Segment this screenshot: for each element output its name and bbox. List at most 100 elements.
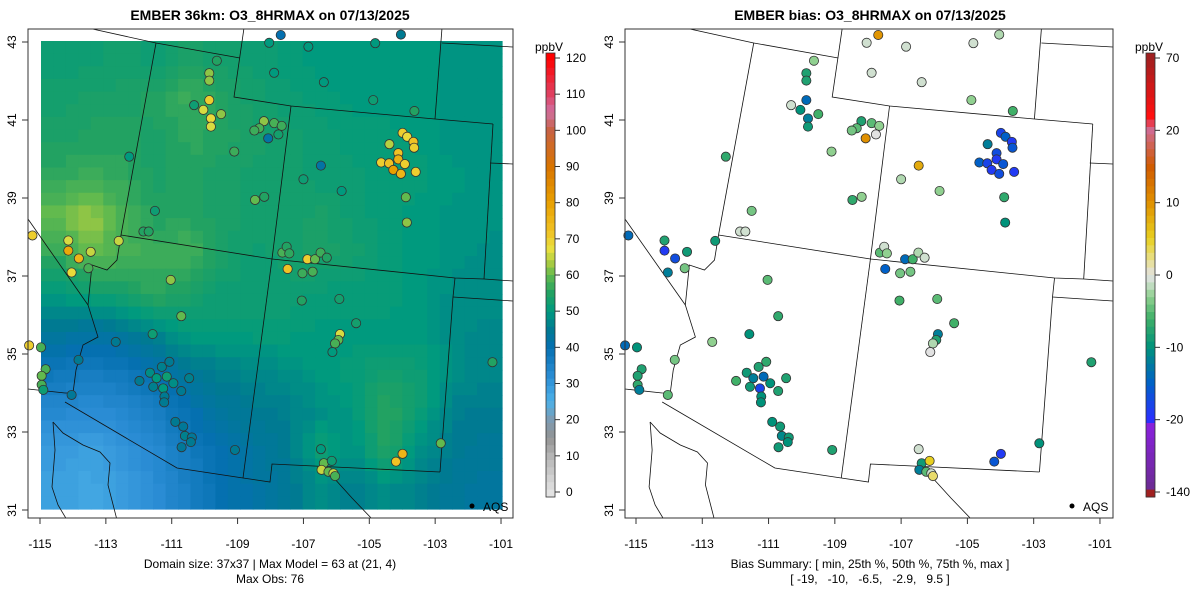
grid-cell (140, 78, 154, 93)
grid-cell (340, 433, 354, 447)
obs-point (147, 329, 158, 340)
grid-cell (53, 268, 67, 282)
grid-cell (414, 281, 428, 295)
grid-cell (377, 420, 391, 434)
grid-cell (477, 331, 491, 346)
bias-point (801, 75, 812, 86)
grid-cell (364, 281, 379, 295)
grid-cell (178, 230, 192, 244)
grid-cell (414, 218, 428, 232)
grid-cell (377, 256, 391, 270)
grid-cell (427, 167, 441, 181)
colorbar-segment (1146, 193, 1155, 202)
grid-cell (165, 319, 179, 333)
grid-cell (202, 218, 217, 232)
grid-cell (202, 167, 217, 181)
obs-point (259, 191, 270, 202)
colorbar-segment (1146, 371, 1155, 380)
grid-cell (178, 53, 192, 67)
obs-point (330, 338, 341, 349)
grid-cell (352, 483, 366, 497)
obs-point (330, 471, 341, 482)
grid-cell (215, 471, 229, 485)
grid-cell (327, 407, 341, 422)
grid-cell (240, 142, 254, 156)
grid-cell (115, 306, 129, 320)
grid-cell (202, 192, 217, 207)
grid-cell (327, 395, 341, 409)
grid-cell (364, 192, 379, 207)
grid-cell (202, 344, 217, 358)
grid-cell (165, 218, 179, 232)
grid-cell (41, 218, 55, 232)
colorbar-segment (546, 230, 555, 239)
colorbar-tick-label: -10 (1166, 340, 1184, 354)
grid-cell (215, 420, 229, 434)
grid-cell (140, 243, 154, 257)
grid-cell (115, 319, 129, 333)
colorbar-segment (1146, 408, 1155, 417)
grid-cell (190, 331, 204, 346)
grid-cell (477, 445, 491, 460)
grid-cell (215, 256, 229, 270)
grid-cell (115, 344, 129, 358)
grid-cell (464, 180, 478, 194)
grid-cell (439, 496, 453, 510)
colorbar-segment (1146, 415, 1155, 424)
grid-cell (140, 319, 154, 333)
grid-cell (477, 496, 491, 510)
bias-point (767, 416, 778, 427)
bias-point (782, 437, 793, 448)
grid-cell (128, 471, 142, 485)
grid-cell (302, 445, 316, 460)
grid-cell (427, 306, 441, 320)
grid-cell (65, 306, 79, 320)
grid-cell (252, 218, 266, 232)
grid-cell (464, 369, 478, 384)
grid-cell (290, 344, 304, 358)
grid-cell (240, 180, 254, 194)
obs-point (282, 263, 293, 274)
grid-cell (178, 66, 192, 80)
grid-cell (377, 218, 391, 232)
grid-cell (165, 167, 179, 181)
grid-cell (103, 369, 117, 384)
grid-cell (41, 116, 55, 131)
grid-cell (477, 344, 491, 358)
grid-cell (340, 445, 354, 460)
grid-cell (464, 407, 478, 422)
grid-cell (190, 407, 204, 422)
bias-point (846, 125, 857, 136)
grid-cell (302, 66, 316, 80)
grid-cell (153, 104, 167, 118)
grid-cell (115, 471, 129, 485)
grid-cell (215, 116, 229, 131)
grid-cell (65, 407, 79, 422)
grid-cell (402, 53, 416, 67)
grid-cell (240, 230, 254, 244)
grid-cell (352, 458, 366, 472)
grid-cell (41, 53, 55, 67)
grid-cell (477, 167, 491, 181)
grid-cell (277, 230, 291, 244)
grid-cell (78, 230, 92, 244)
grid-cell (165, 78, 179, 93)
grid-cell (65, 369, 79, 384)
grid-cell (227, 129, 241, 143)
obs-point (409, 142, 420, 153)
grid-cell (65, 496, 79, 510)
x-tick-label: -107 (889, 537, 913, 551)
grid-cell (464, 319, 478, 333)
bias-panel-title: EMBER bias: O3_8HRMAX on 07/13/2025 (734, 7, 1006, 23)
grid-cell (352, 192, 366, 207)
colorbar-tick-label: 20 (1166, 123, 1180, 137)
bias-point (1007, 106, 1018, 117)
grid-cell (103, 445, 117, 460)
grid-cell (452, 357, 466, 371)
grid-cell (252, 357, 266, 371)
grid-cell (153, 433, 167, 447)
grid-cell (389, 369, 403, 384)
grid-cell (315, 281, 329, 295)
grid-cell (377, 331, 391, 346)
grid-cell (153, 154, 167, 169)
